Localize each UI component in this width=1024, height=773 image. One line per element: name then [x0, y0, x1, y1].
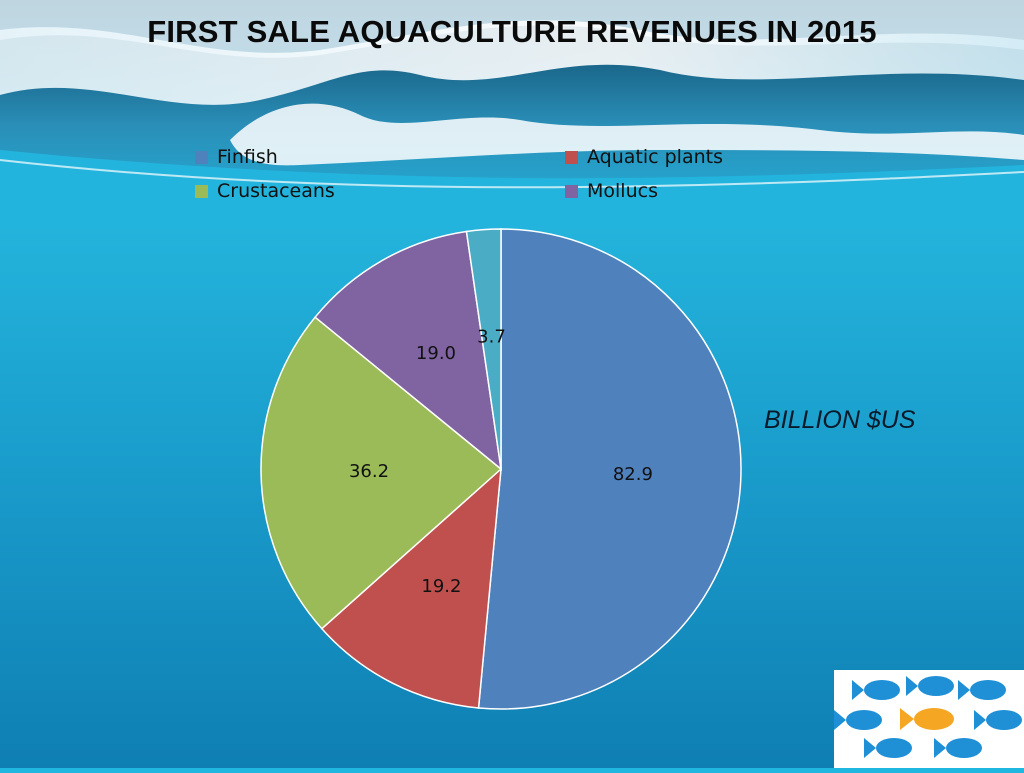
legend-swatch-aquatic-plants	[565, 150, 578, 164]
pie-label-aquatic-plants: 19.2	[421, 576, 461, 597]
pie-label-mollucs: 19.0	[416, 343, 456, 364]
pie-slice-aquatic-plants	[320, 467, 502, 709]
chart-legend: Finfish Aquatic plants Crustaceans Mollu…	[195, 146, 795, 210]
legend-swatch-finfish	[195, 150, 208, 164]
slide-title: FIRST SALE AQUACULTURE REVENUES IN 2015	[147, 14, 877, 49]
legend-item-aquatic-plants: Aquatic plants	[565, 146, 723, 168]
pie-slice-mollucs	[314, 230, 503, 471]
legend-label-aquatic-plants: Aquatic plants	[587, 146, 723, 168]
legend-item-finfish: Finfish	[195, 146, 278, 168]
orange-fish-icon	[900, 708, 954, 730]
legend-swatch-crustaceans	[195, 184, 208, 198]
legend-label-mollucs: Mollucs	[587, 180, 658, 202]
unit-label: BILLION $US	[764, 406, 916, 434]
pie-slice-finfish	[477, 228, 742, 710]
legend-item-mollucs: Mollucs	[565, 180, 658, 202]
pie-label-other: 3.7	[477, 326, 506, 347]
legend-swatch-mollucs	[565, 184, 578, 198]
legend-item-crustaceans: Crustaceans	[195, 180, 335, 202]
pie-label-crustaceans: 36.2	[349, 461, 389, 482]
pie-slice-other	[465, 228, 502, 470]
ocean-wave-background	[0, 0, 1024, 230]
fish-school-icon	[834, 676, 1022, 758]
legend-label-finfish: Finfish	[217, 146, 278, 168]
fish-school-logo	[834, 670, 1024, 768]
legend-label-crustaceans: Crustaceans	[217, 180, 335, 202]
pie-label-finfish: 82.9	[613, 464, 653, 485]
pie-slice-crustaceans	[260, 316, 503, 630]
blue-fish-icons	[834, 676, 1022, 758]
